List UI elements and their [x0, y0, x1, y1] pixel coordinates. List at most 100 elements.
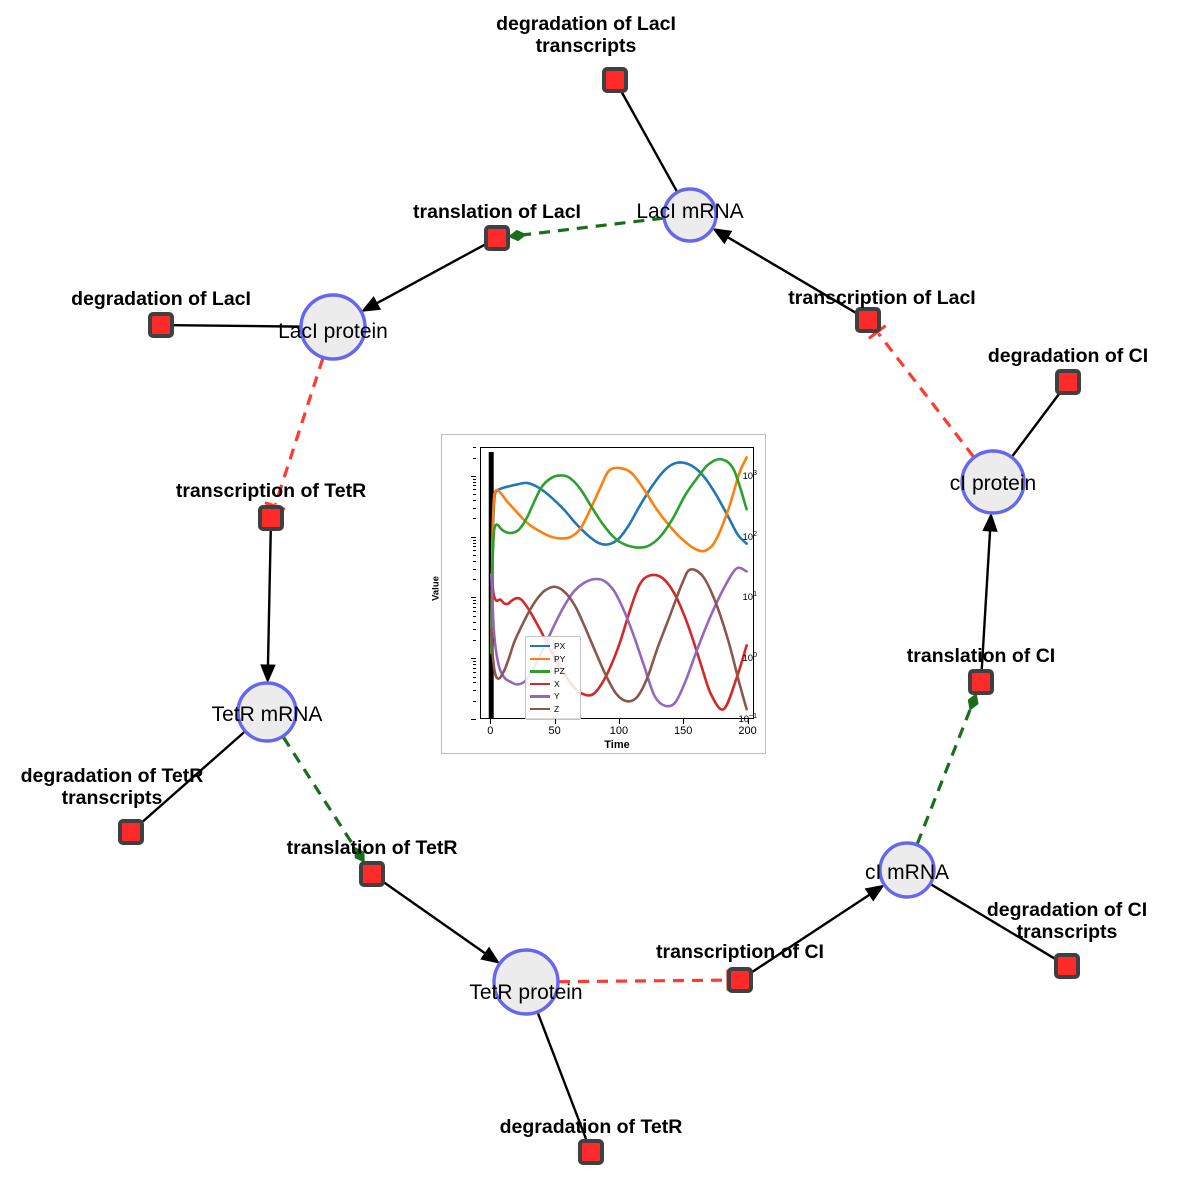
y-minor-tick: [473, 507, 476, 509]
reaction-label-translation-of-laci: translation of LacI: [413, 201, 581, 224]
legend-item: Z: [528, 703, 578, 716]
y-minor-tick: [471, 597, 476, 599]
y-tick-label: 10−1: [738, 712, 757, 726]
y-axis-label: Value: [430, 576, 442, 601]
legend-label: PX: [554, 641, 566, 652]
y-minor-tick: [473, 629, 476, 631]
legend-label: PY: [554, 653, 566, 664]
y-minor-tick: [473, 457, 476, 459]
y-minor-tick: [473, 539, 476, 541]
y-tick-label: 103: [742, 469, 757, 483]
y-minor-tick: [471, 719, 476, 720]
x-tick-mark: [747, 719, 749, 724]
y-minor-tick: [473, 615, 476, 617]
y-minor-tick: [473, 600, 476, 602]
legend-item: X: [528, 678, 578, 691]
species-label-ci-mrna: cI mRNA: [865, 861, 949, 884]
reaction-label-deg-tetr-transcripts: degradation of TetR transcripts: [20, 765, 204, 809]
y-tick-label: 102: [742, 530, 757, 543]
x-tick-mark: [490, 719, 492, 724]
reaction-label-deg-ci-transcripts: degradation of CI transcripts: [986, 899, 1148, 943]
y-minor-tick: [473, 478, 476, 480]
species-label-laci-protein: LacI protein: [278, 320, 388, 343]
y-minor-tick: [473, 621, 476, 623]
reaction-label-translation-of-tetr: translation of TetR: [286, 837, 458, 860]
legend-swatch: [530, 645, 550, 648]
reaction-label-deg-ci: degradation of CI: [987, 345, 1149, 368]
chart-legend: PX PY PZ X Y Z: [525, 636, 581, 720]
y-minor-tick: [473, 676, 476, 678]
y-minor-tick: [471, 475, 476, 477]
y-minor-tick: [473, 690, 476, 691]
species-label-tetr-protein: TetR protein: [469, 981, 583, 1004]
x-tick-label: 150: [674, 725, 693, 737]
reaction-label-transcription-of-tetr: transcription of TetR: [175, 480, 367, 503]
legend-label: PZ: [554, 666, 565, 677]
plot-area: PX PY PZ X Y Z: [480, 447, 754, 720]
y-minor-tick: [471, 536, 476, 538]
y-minor-tick: [473, 489, 476, 491]
y-minor-tick: [473, 603, 476, 605]
species-label-tetr-mrna: TetR mRNA: [211, 703, 323, 726]
legend-swatch: [530, 708, 550, 711]
timecourse-inset-chart: Value PX PY PZ X Y Z 0 50 100 150 200 Time 10−1 10…: [431, 434, 766, 754]
y-minor-tick: [473, 639, 476, 641]
y-minor-tick: [473, 550, 476, 552]
legend-item: PX: [528, 640, 578, 653]
y-tick-label: 100: [742, 652, 757, 665]
y-minor-tick: [473, 555, 476, 557]
y-tick-label: 101: [742, 591, 757, 604]
y-minor-tick: [473, 700, 476, 702]
x-axis-label: Time: [604, 739, 630, 751]
x-tick-label: 50: [548, 725, 561, 737]
legend-label: Z: [554, 704, 560, 715]
y-minor-tick: [473, 682, 476, 684]
species-label-laci-mrna: LacI mRNA: [636, 200, 744, 223]
y-minor-tick: [473, 579, 476, 581]
y-minor-tick: [473, 518, 476, 520]
y-minor-tick: [473, 568, 476, 570]
y-minor-tick: [473, 542, 476, 544]
reaction-label-deg-laci: degradation of LacI: [71, 288, 251, 311]
legend-swatch: [530, 657, 550, 661]
legend-swatch: [530, 670, 550, 673]
legend-item: Y: [528, 690, 578, 703]
reaction-label-transcription-of-ci: transcription of CI: [656, 941, 824, 964]
legend-swatch: [530, 695, 550, 698]
x-tick-mark: [618, 719, 620, 724]
x-tick-label: 100: [609, 725, 629, 737]
x-tick-mark: [683, 719, 685, 724]
legend-swatch: [530, 682, 550, 686]
x-tick-label: 200: [738, 725, 757, 737]
series-lines: [488, 451, 748, 718]
y-minor-tick: [473, 447, 476, 448]
reaction-label-deg-laci-transcripts: degradation of LacI transcripts: [496, 13, 676, 57]
reaction-label-transcription-of-laci: transcription of LacI: [788, 287, 976, 310]
y-minor-tick: [471, 658, 476, 660]
y-minor-tick: [473, 671, 476, 673]
reaction-label-deg-tetr: degradation of TetR: [499, 1116, 683, 1139]
y-minor-tick: [473, 606, 476, 608]
y-minor-tick: [473, 500, 476, 502]
reaction-label-translation-of-ci: translation of CI: [906, 645, 1056, 668]
y-minor-tick: [473, 485, 476, 487]
legend-label: Y: [554, 691, 560, 702]
y-minor-tick: [473, 481, 476, 483]
y-axis-ticks: [442, 447, 476, 720]
legend-item: PY: [528, 653, 578, 666]
y-minor-tick: [473, 494, 476, 496]
y-minor-tick: [473, 664, 476, 666]
species-label-ci-protein: cI protein: [949, 472, 1037, 495]
y-minor-tick: [473, 661, 476, 663]
y-minor-tick: [473, 546, 476, 548]
y-minor-tick: [473, 610, 476, 612]
x-tick-label: 0: [487, 725, 494, 737]
y-minor-tick: [473, 667, 476, 669]
y-minor-tick: [473, 560, 476, 562]
legend-label: X: [554, 678, 560, 689]
x-tick-mark: [554, 719, 556, 724]
legend-item: PZ: [528, 665, 578, 678]
